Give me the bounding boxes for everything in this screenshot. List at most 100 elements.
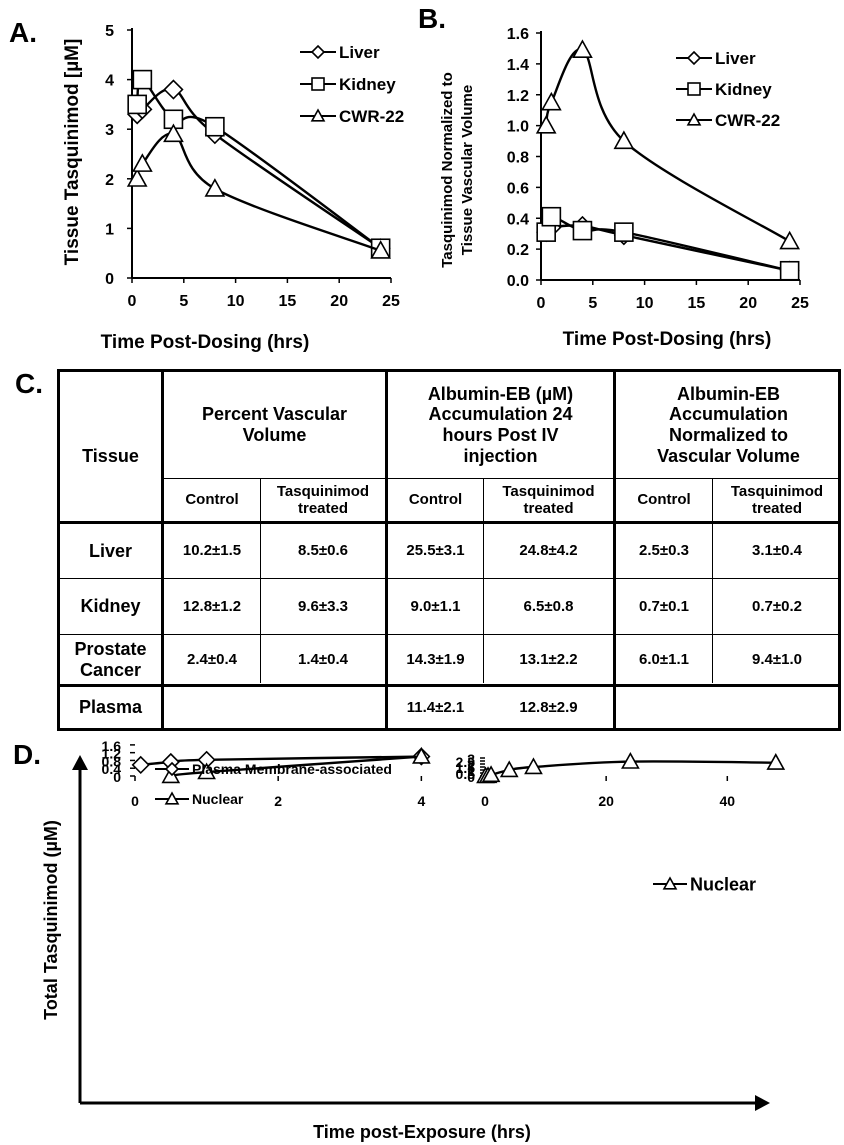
table-cell: 2.5±0.3 [639, 542, 689, 560]
table-cell: 10.2±1.5 [182, 542, 242, 560]
data-point-square [572, 220, 593, 241]
table-cell: 2.4±0.4 [187, 650, 237, 668]
data-point-triangle [126, 168, 148, 187]
header-group-1: Percent Vascular Volume [201, 404, 348, 445]
y-tick-label: 0.6 [507, 180, 529, 197]
x-tick-label: 20 [598, 793, 614, 809]
row-label-liver: Liver [88, 540, 133, 561]
panel-label-a: A. [9, 17, 37, 48]
data-point-triangle [412, 746, 431, 764]
table-cell: 13.1±2.2 [519, 650, 578, 668]
subheader-treated-1: Tasquinimod treated [276, 482, 370, 517]
x-tick-label: 10 [227, 293, 245, 310]
data-point-triangle [524, 757, 543, 775]
header-tissue: Tissue [82, 446, 139, 467]
panel-label-d: D. [13, 739, 41, 770]
x-tick-label: 15 [688, 295, 706, 312]
subheader-control-3: Control [637, 491, 691, 509]
x-tick-label: 2 [274, 793, 282, 809]
x-tick-label: 0 [128, 293, 137, 310]
chart-b-xlabel: Time Post-Dosing (hrs) [563, 329, 772, 350]
legend-label: CWR-22 [715, 111, 780, 130]
data-point-triangle [370, 240, 391, 259]
x-tick-label: 5 [179, 293, 188, 310]
chart-panel-a: Time Post-Dosing (hrs) Tissue Tasquinimo… [62, 23, 404, 353]
data-point-triangle [499, 760, 519, 778]
table-cell: 8.5±0.6 [298, 542, 348, 560]
table-cell: 9.4±1.0 [752, 650, 802, 668]
legend-label: Liver [339, 43, 380, 62]
legend-marker-triangle [310, 108, 326, 122]
table-cell: 3.1±0.4 [752, 542, 802, 560]
y-tick-label: 0.4 [507, 211, 529, 228]
table-cell: 9.0±1.1 [410, 597, 461, 615]
chart-d-xlabel: Time post-Exposure (hrs) [313, 1122, 531, 1142]
legend-marker-diamond [686, 50, 702, 66]
legend-label: Kidney [339, 75, 396, 94]
x-tick-label: 15 [279, 293, 297, 310]
y-tick-label: 1 [467, 763, 475, 779]
data-point-triangle [541, 91, 562, 111]
legend-marker-triangle [164, 791, 180, 805]
series-line-plasma-membrane-associated [140, 755, 422, 767]
y-tick-label: 0.8 [507, 150, 529, 167]
series-line-cwr-22 [544, 48, 791, 243]
y-tick-label: 4 [105, 73, 114, 90]
x-tick-label: 25 [791, 295, 809, 312]
table-cell: 12.8±1.2 [182, 597, 242, 615]
y-tick-label: 0.2 [507, 242, 529, 259]
y-tick-label: 1.0 [507, 119, 529, 136]
data-point-diamond [131, 755, 150, 775]
header-group-3: Albumin-EB Accumulation Normalized to Va… [657, 383, 800, 466]
chart-b-ylabel-line2: Tissue Vascular Volume [459, 85, 476, 255]
series-line-cwr-22 [136, 132, 382, 252]
legend-label: Kidney [715, 80, 772, 99]
data-point-triangle [197, 762, 216, 780]
data-point-square [779, 260, 800, 281]
legend-label: Liver [715, 49, 756, 68]
table-cell: 11.4±2.1 [406, 698, 465, 716]
data-point-square [205, 116, 225, 137]
table-cell: 1.4±0.4 [298, 650, 348, 668]
y-tick-label: 0.0 [507, 273, 529, 290]
y-tick-label: 2 [467, 757, 475, 773]
chart-a-ylabel: Tissue Tasquinimod [µM] [62, 39, 83, 266]
panel-label-b: B. [418, 3, 446, 34]
y-tick-label: 0.5 [456, 766, 476, 782]
subheader-control-2: Control [408, 491, 463, 509]
x-tick-label: 40 [720, 793, 736, 809]
y-tick-label: 3 [105, 122, 114, 139]
table-cell: 0.7±0.1 [639, 597, 689, 615]
y-tick-label: 0 [113, 769, 121, 785]
x-tick-label: 20 [739, 295, 757, 312]
legend-marker-square [687, 82, 701, 96]
x-tick-label: 4 [417, 793, 425, 809]
data-point-triangle [621, 751, 640, 769]
data-point-triangle [163, 123, 184, 143]
x-tick-label: 0 [481, 793, 489, 809]
y-tick-label: 1.2 [102, 746, 122, 762]
x-tick-label: 5 [588, 295, 597, 312]
table-cell: 12.8±2.9 [519, 698, 578, 716]
legend-marker-diamond [164, 761, 180, 777]
legend-marker-diamond [310, 44, 326, 60]
y-tick-label: 1.6 [102, 738, 122, 754]
y-tick-label: 5 [105, 23, 114, 40]
legend-marker-triangle [686, 112, 702, 126]
data-point-triangle [779, 230, 800, 250]
subheader-treated-2: Tasquinimod treated [502, 482, 595, 517]
table-cell: 14.3±1.9 [406, 650, 465, 668]
data-point-triangle [535, 114, 557, 134]
x-tick-label: 20 [330, 293, 348, 310]
legend-label: Nuclear [192, 791, 244, 807]
subheader-control-1: Control [185, 491, 239, 509]
legend-marker-square [311, 77, 325, 91]
table-cell: 6.5±0.8 [523, 597, 574, 615]
table-cell: 6.0±1.1 [639, 650, 689, 668]
y-tick-label: 1.6 [507, 26, 529, 43]
vascular-volume-table: Tissue Percent Vascular Volume Albumin-E… [57, 369, 841, 731]
x-tick-label: 0 [537, 295, 546, 312]
